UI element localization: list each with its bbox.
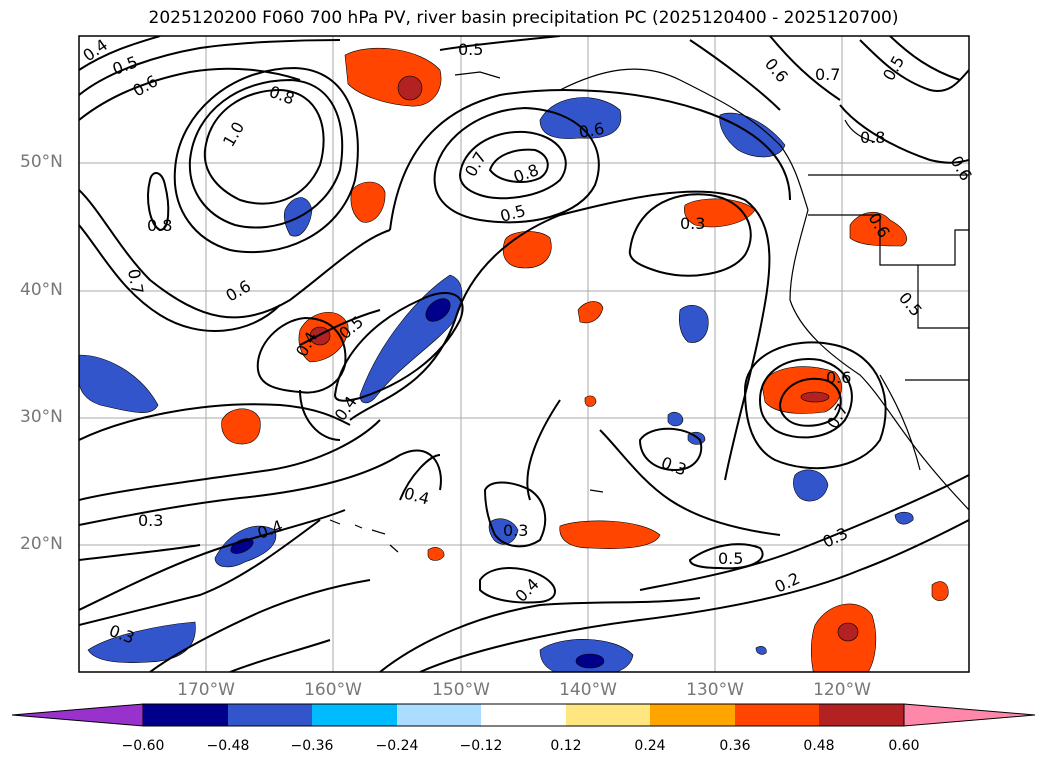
contour-label: 0.7 xyxy=(815,65,840,84)
contour-label: 0.5 xyxy=(458,40,483,59)
lon-label: 120°W xyxy=(813,680,871,700)
colorbar-tick-label: −0.24 xyxy=(375,738,419,754)
precip-positive-patch xyxy=(584,395,597,407)
contour-label: 0.3 xyxy=(503,521,528,540)
precip-negative-patch xyxy=(667,411,684,427)
precip-positive-patch xyxy=(221,408,261,445)
precip-negative-patch xyxy=(894,511,914,525)
precip-positive-patch xyxy=(849,212,907,247)
contour-label: 0.4 xyxy=(255,516,285,543)
precip-negative-core xyxy=(575,653,605,669)
precip-positive-patch xyxy=(577,301,604,324)
contour-label: 0.6 xyxy=(130,71,162,100)
coastlines xyxy=(329,68,969,553)
contour-label: 0.3 xyxy=(138,511,163,530)
colorbar-bin xyxy=(397,704,481,726)
contour-label: 0.7 xyxy=(461,148,490,180)
precip-negative-patch xyxy=(539,97,622,139)
colorbar-bin xyxy=(735,704,819,726)
precip-negative-patch xyxy=(79,354,159,413)
map-title: 2025120200 F060 700 hPa PV, river basin … xyxy=(148,8,899,28)
precip-negative-core xyxy=(425,298,451,322)
colorbar-tick-label: 0.48 xyxy=(803,738,835,754)
lon-label: 170°W xyxy=(177,680,235,700)
colorbar-tick-label: −0.12 xyxy=(459,738,503,754)
contour-label: 0.2 xyxy=(772,569,803,597)
lon-label: 140°W xyxy=(559,680,617,700)
colorbar-tick-label: 0.24 xyxy=(634,738,666,754)
colorbar-tick-label: −0.48 xyxy=(206,738,250,754)
contour-label: 0.4 xyxy=(79,35,111,65)
contour-label: 1.0 xyxy=(219,118,248,150)
precip-positive-core xyxy=(397,75,423,101)
precip-positive-patch xyxy=(931,581,949,602)
colorbar-tick-label: 0.36 xyxy=(719,738,751,754)
contour-label: 0.6 xyxy=(577,119,605,142)
contour-label: 0.6 xyxy=(826,368,851,387)
precip-positive-core xyxy=(800,391,830,403)
contour-label: 0.7 xyxy=(124,267,147,295)
colorbar-bin xyxy=(312,704,397,726)
colorbar-bin xyxy=(143,704,228,726)
precip-positive-patch xyxy=(350,181,386,223)
contour-label: 0.8 xyxy=(147,216,172,235)
contour-label: 0.8 xyxy=(267,82,297,109)
lat-label: 20°N xyxy=(20,534,63,554)
colorbar-tick-label: −0.60 xyxy=(121,738,165,754)
contour-label: 0.4 xyxy=(402,484,432,509)
precip-negative-patch xyxy=(678,305,709,343)
precip-positive-patch xyxy=(502,231,552,269)
precip-negative-patch xyxy=(755,646,767,655)
contour-label: 0.5 xyxy=(879,52,908,84)
contour-label: 0.3 xyxy=(659,453,689,480)
contour-label: 0.5 xyxy=(718,549,743,568)
colorbar-bin xyxy=(481,704,566,726)
contour-label: 0.3 xyxy=(820,524,851,552)
precip-negative-patch xyxy=(87,621,196,663)
contour-label: 0.5 xyxy=(110,52,140,79)
colorbar-tick-label: 0.12 xyxy=(550,738,582,754)
lon-label: 150°W xyxy=(432,680,490,700)
colorbar-pos-extend xyxy=(903,703,1036,727)
contour-label: 0.6 xyxy=(947,153,976,185)
lon-label: 130°W xyxy=(686,680,744,700)
colorbar-bin xyxy=(650,704,735,726)
lat-label: 50°N xyxy=(20,152,63,172)
contour-label: 0.5 xyxy=(895,288,926,320)
precip-positive-patch xyxy=(344,47,442,107)
precip-positive-patch xyxy=(559,520,661,549)
lon-label: 160°W xyxy=(304,680,362,700)
lat-label: 30°N xyxy=(20,407,63,427)
colorbar-neg-extend xyxy=(11,703,144,727)
precip-negative-patch xyxy=(793,469,829,502)
colorbar-bin xyxy=(228,704,312,726)
plot-frame xyxy=(78,35,970,673)
precip-positive-patch xyxy=(427,547,445,561)
contour-label: 0.8 xyxy=(860,128,885,147)
colorbar-tick-label: 0.60 xyxy=(888,738,920,754)
contour-label: 0.6 xyxy=(223,276,255,305)
colorbar-bin xyxy=(819,704,904,726)
precip-positive-patch xyxy=(810,603,877,672)
contour-labels: 0.4 0.5 0.6 0.8 1.0 0.8 0.7 0.6 0.4 0.5 … xyxy=(79,35,975,647)
gridlines xyxy=(79,36,969,672)
contour-label: 0.6 xyxy=(761,54,792,86)
contour-label: 0.3 xyxy=(680,214,705,233)
lat-label: 40°N xyxy=(20,280,63,300)
colorbar-tick-label: −0.36 xyxy=(290,738,334,754)
pv-contours xyxy=(79,36,969,672)
contour-label: 0.8 xyxy=(511,160,541,187)
colorbar xyxy=(11,703,1036,727)
colorbar-bin xyxy=(566,704,650,726)
precip-positive-core xyxy=(837,622,859,642)
